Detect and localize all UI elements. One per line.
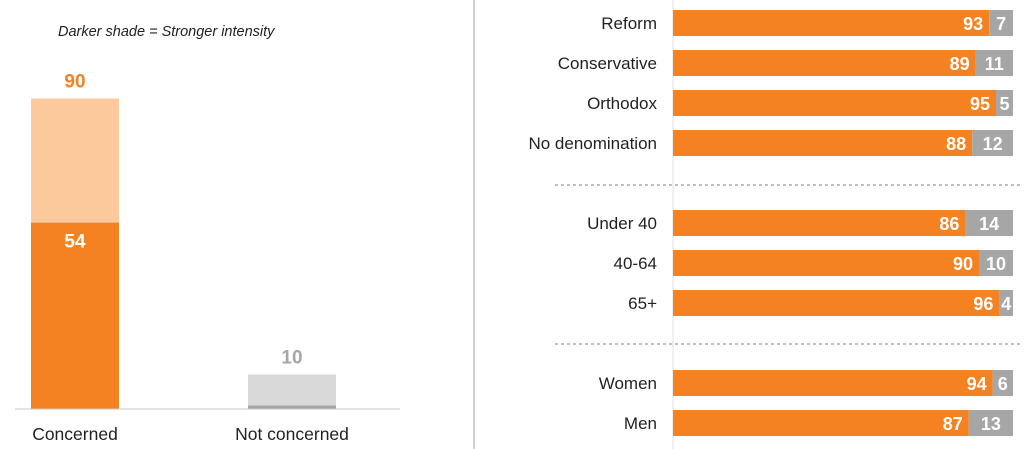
not-concerned-total-bar: [248, 374, 336, 409]
65-gray-value: 4: [1001, 294, 1011, 314]
women-orange-bar: [673, 370, 993, 396]
conservative-row-label: Conservative: [558, 54, 657, 73]
no-denomination-orange-bar: [673, 130, 973, 156]
women-gray-value: 6: [998, 374, 1008, 394]
orthodox-gray-value: 5: [999, 94, 1009, 114]
65-orange-value: 96: [973, 294, 993, 314]
women-gray-bar: [992, 370, 1013, 396]
no-denomination-gray-bar: [972, 130, 1013, 156]
under-40-orange-value: 86: [939, 214, 959, 234]
no-denomination-row-label: No denomination: [528, 134, 657, 153]
no-denomination-orange-value: 88: [946, 134, 966, 154]
men-orange-value: 87: [943, 414, 963, 434]
conservative-gray-value: 11: [985, 54, 1004, 74]
conservative-orange-bar: [673, 50, 976, 76]
no-denomination-gray-value: 12: [983, 134, 1003, 154]
40-64-gray-bar: [979, 250, 1013, 276]
40-64-row-label: 40-64: [614, 254, 657, 273]
men-row-label: Men: [624, 414, 657, 433]
men-gray-bar: [968, 410, 1013, 436]
65-gray-bar: [999, 290, 1013, 316]
40-64-orange-value: 90: [953, 254, 973, 274]
65-orange-bar: [673, 290, 1000, 316]
concerned-category-label: Concerned: [32, 424, 118, 444]
reform-orange-value: 93: [963, 14, 983, 34]
not-concerned-category-label: Not concerned: [235, 424, 349, 444]
conservative-gray-bar: [975, 50, 1013, 76]
under-40-row-label: Under 40: [587, 214, 657, 233]
men-gray-value: 13: [981, 414, 1001, 434]
overall-bar-chart: 90 54 Concerned 10 Not concerned: [15, 72, 400, 444]
40-64-orange-bar: [673, 250, 979, 276]
reform-gray-bar: [989, 10, 1013, 36]
reform-row-label: Reform: [601, 14, 657, 33]
intensity-note: Darker shade = Stronger intensity: [58, 24, 275, 40]
orthodox-orange-bar: [673, 90, 996, 116]
orthodox-gray-bar: [996, 90, 1013, 116]
orthodox-row-label: Orthodox: [587, 94, 657, 113]
65-row-label: 65+: [628, 294, 657, 313]
women-row-label: Women: [599, 374, 657, 393]
under-40-gray-value: 14: [979, 214, 999, 234]
conservative-orange-value: 89: [950, 54, 970, 74]
concerned-strong-label: 54: [64, 232, 86, 253]
orthodox-orange-value: 95: [970, 94, 990, 114]
reform-gray-value: 7: [996, 14, 1006, 34]
under-40-orange-bar: [673, 210, 966, 236]
men-orange-bar: [673, 410, 969, 436]
not-concerned-strong-bar: [248, 405, 336, 409]
40-64-gray-value: 10: [986, 254, 1006, 274]
not-concerned-total-label: 10: [281, 348, 302, 369]
group-bar-chart: 93 7 Reform 89 11 Conservative 95 5 Orthodox 88 12…: [528, 0, 1022, 449]
women-orange-value: 94: [967, 374, 987, 394]
under-40-gray-bar: [965, 210, 1013, 236]
concerned-total-label: 90: [64, 72, 85, 93]
concerned-strong-bar: [31, 222, 119, 409]
reform-orange-bar: [673, 10, 990, 36]
